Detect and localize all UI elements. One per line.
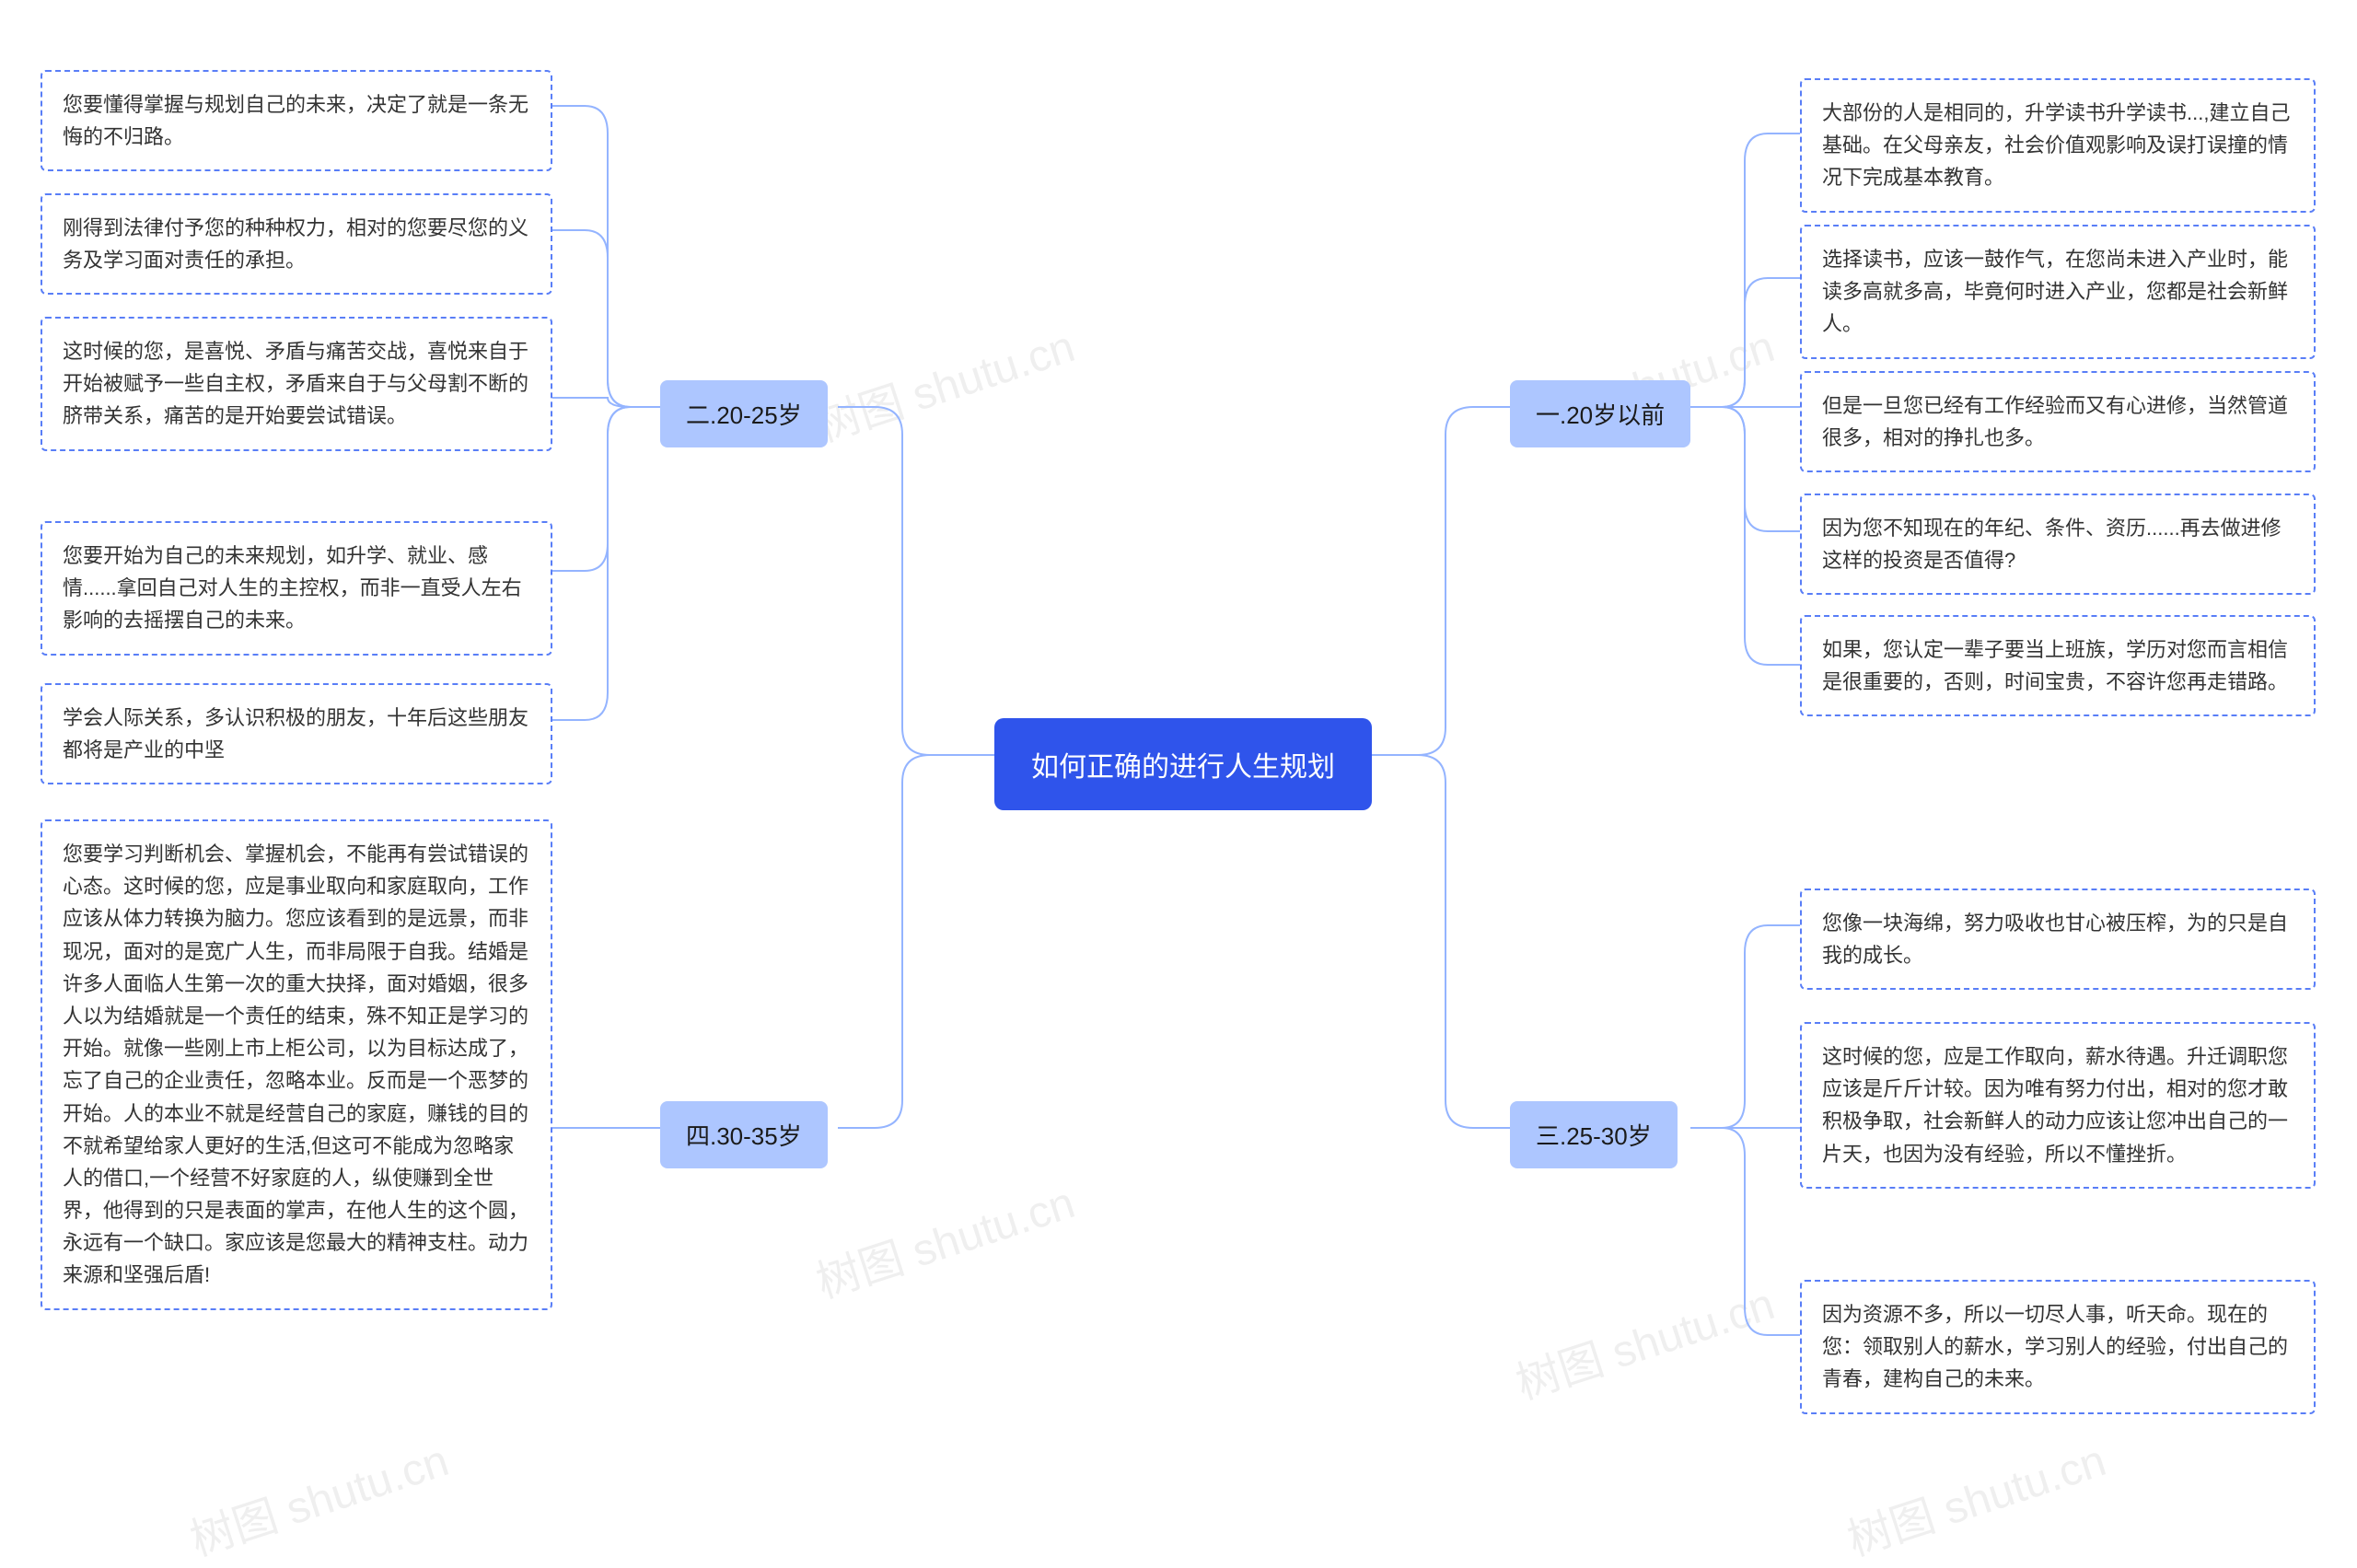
branch-node-3: 三.25-30岁	[1510, 1101, 1678, 1168]
leaf-node: 因为您不知现在的年纪、条件、资历......再去做进修这样的投资是否值得?	[1800, 494, 2316, 595]
leaf-node: 选择读书，应该一鼓作气，在您尚未进入产业时，能读多高就多高，毕竟何时进入产业，您…	[1800, 225, 2316, 359]
leaf-node: 但是一旦您已经有工作经验而又有心进修，当然管道很多，相对的挣扎也多。	[1800, 371, 2316, 472]
center-node: 如何正确的进行人生规划	[994, 718, 1372, 810]
watermark: 树图 shutu.cn	[807, 1167, 1081, 1310]
mindmap-container: 树图 shutu.cn 树图 shutu.cn 树图 shutu.cn 树图 s…	[0, 0, 2357, 1551]
watermark: 树图 shutu.cn	[1838, 1424, 2112, 1568]
leaf-node: 大部份的人是相同的，升学读书升学读书...,建立自己基础。在父母亲友，社会价值观…	[1800, 78, 2316, 213]
leaf-node: 如果，您认定一辈子要当上班族，学历对您而言相信是很重要的，否则，时间宝贵，不容许…	[1800, 615, 2316, 716]
leaf-node: 这时候的您，应是工作取向，薪水待遇。升迁调职您应该是斤斤计较。因为唯有努力付出，…	[1800, 1022, 2316, 1189]
leaf-node: 您像一块海绵，努力吸收也甘心被压榨，为的只是自我的成长。	[1800, 889, 2316, 990]
leaf-node: 您要开始为自己的未来规划，如升学、就业、感情......拿回自己对人生的主控权，…	[41, 521, 552, 656]
leaf-node: 因为资源不多，所以一切尽人事，听天命。现在的您：领取别人的薪水，学习别人的经验，…	[1800, 1280, 2316, 1414]
branch-node-2: 二.20-25岁	[660, 380, 828, 447]
leaf-node: 您要学习判断机会、掌握机会，不能再有尝试错误的心态。这时候的您，应是事业取向和家…	[41, 819, 552, 1310]
watermark: 树图 shutu.cn	[1506, 1268, 1781, 1411]
leaf-node: 学会人际关系，多认识积极的朋友，十年后这些朋友都将是产业的中坚	[41, 683, 552, 784]
watermark: 树图 shutu.cn	[180, 1424, 455, 1568]
leaf-node: 这时候的您，是喜悦、矛盾与痛苦交战，喜悦来自于开始被赋予一些自主权，矛盾来自于与…	[41, 317, 552, 451]
branch-node-1: 一.20岁以前	[1510, 380, 1690, 447]
watermark: 树图 shutu.cn	[807, 310, 1081, 454]
leaf-node: 您要懂得掌握与规划自己的未来，决定了就是一条无悔的不归路。	[41, 70, 552, 171]
branch-node-4: 四.30-35岁	[660, 1101, 828, 1168]
leaf-node: 刚得到法律付予您的种种权力，相对的您要尽您的义务及学习面对责任的承担。	[41, 193, 552, 295]
